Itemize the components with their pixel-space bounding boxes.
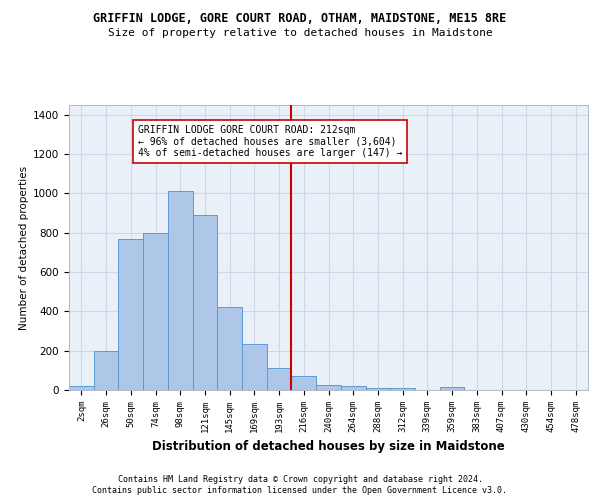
Text: Contains HM Land Registry data © Crown copyright and database right 2024.: Contains HM Land Registry data © Crown c… bbox=[118, 475, 482, 484]
Bar bbox=[341, 386, 365, 390]
Bar bbox=[193, 215, 217, 390]
Bar bbox=[365, 388, 390, 390]
Y-axis label: Number of detached properties: Number of detached properties bbox=[19, 166, 29, 330]
Bar bbox=[242, 344, 267, 390]
Bar bbox=[267, 368, 292, 390]
Bar bbox=[118, 238, 143, 390]
Text: GRIFFIN LODGE, GORE COURT ROAD, OTHAM, MAIDSTONE, ME15 8RE: GRIFFIN LODGE, GORE COURT ROAD, OTHAM, M… bbox=[94, 12, 506, 26]
Text: GRIFFIN LODGE GORE COURT ROAD: 212sqm
← 96% of detached houses are smaller (3,60: GRIFFIN LODGE GORE COURT ROAD: 212sqm ← … bbox=[138, 124, 403, 158]
Bar bbox=[168, 192, 193, 390]
Bar bbox=[316, 385, 341, 390]
Text: Contains public sector information licensed under the Open Government Licence v3: Contains public sector information licen… bbox=[92, 486, 508, 495]
Bar bbox=[390, 388, 415, 390]
X-axis label: Distribution of detached houses by size in Maidstone: Distribution of detached houses by size … bbox=[152, 440, 505, 454]
Text: Size of property relative to detached houses in Maidstone: Size of property relative to detached ho… bbox=[107, 28, 493, 38]
Bar bbox=[69, 386, 94, 390]
Bar bbox=[143, 233, 168, 390]
Bar bbox=[94, 350, 118, 390]
Bar bbox=[292, 376, 316, 390]
Bar bbox=[217, 308, 242, 390]
Bar bbox=[440, 387, 464, 390]
